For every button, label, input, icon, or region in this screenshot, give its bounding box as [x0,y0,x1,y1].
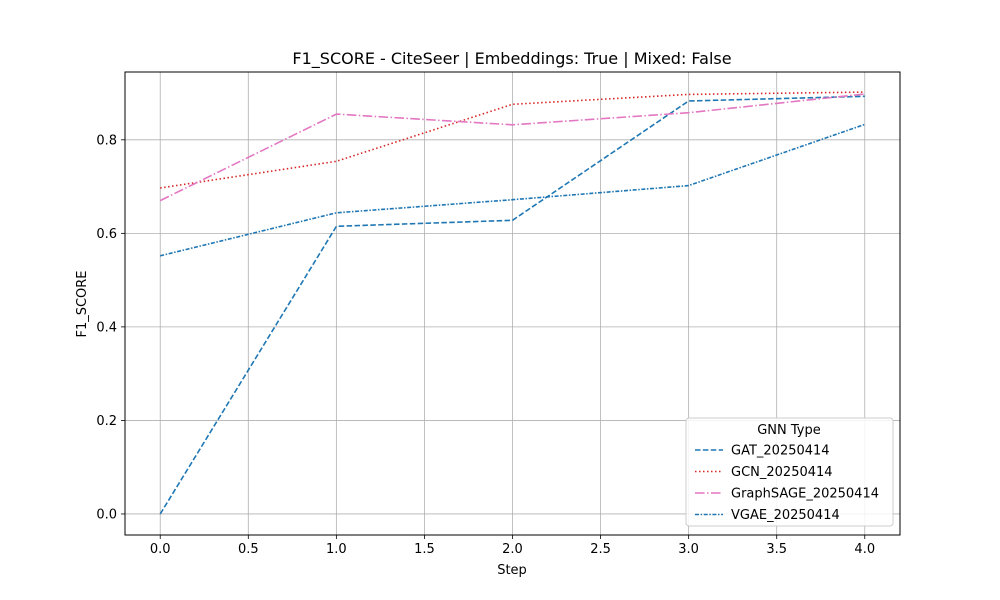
series-line-VGAE_20250414 [160,123,866,257]
x-tick-label: 3.5 [766,542,787,557]
x-tick-label: 3.0 [678,542,699,557]
legend-label: GraphSAGE_20250414 [731,487,879,502]
legend-label: VGAE_20250414 [731,508,840,523]
series-line-GAT_20250414 [159,95,865,515]
legend-title: GNN Type [757,423,821,438]
legend: GNN Type GAT_20250414 GCN_20250414 GraphSA… [685,417,894,527]
y-tick-label: 0.4 [96,320,117,335]
legend-label: GCN_20250414 [731,465,833,480]
x-tick-label: 0.0 [150,542,171,557]
y-tick-label: 0.0 [96,507,117,522]
x-tick-label: 4.0 [854,542,875,557]
y-tick-label: 0.6 [96,227,117,242]
y-axis-title: F1_SCORE [75,270,90,337]
x-tick-label: 2.0 [502,542,523,557]
legend-label: GAT_20250414 [731,444,830,459]
chart-title: F1_SCORE - CiteSeer | Embeddings: True |… [292,49,731,69]
series-lines [159,91,866,515]
axis-ticks: 0.0 0.5 1.0 1.5 2.0 2.5 3.0 3.5 4.0 0.0 0.2 0.4 0.6 0… [96,133,875,557]
x-tick-label: 2.5 [590,542,611,557]
y-tick-label: 0.8 [96,133,117,148]
x-tick-label: 1.0 [326,542,347,557]
x-axis-title: Step [497,563,527,578]
legend-box [685,417,894,527]
series-line-GraphSAGE_20250414 [159,93,865,202]
x-tick-label: 1.5 [414,542,435,557]
y-tick-label: 0.2 [96,414,117,429]
x-tick-label: 0.5 [238,542,259,557]
